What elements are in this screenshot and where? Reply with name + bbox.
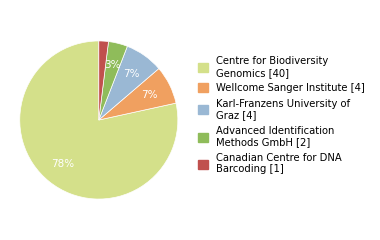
Wedge shape	[99, 42, 127, 120]
Text: 3%: 3%	[105, 60, 121, 70]
Wedge shape	[99, 41, 109, 120]
Wedge shape	[99, 46, 159, 120]
Wedge shape	[99, 69, 176, 120]
Legend: Centre for Biodiversity
Genomics [40], Wellcome Sanger Institute [4], Karl-Franz: Centre for Biodiversity Genomics [40], W…	[198, 56, 364, 174]
Wedge shape	[20, 41, 178, 199]
Text: 7%: 7%	[124, 69, 140, 78]
Text: 7%: 7%	[141, 90, 158, 100]
Text: 78%: 78%	[52, 159, 75, 169]
